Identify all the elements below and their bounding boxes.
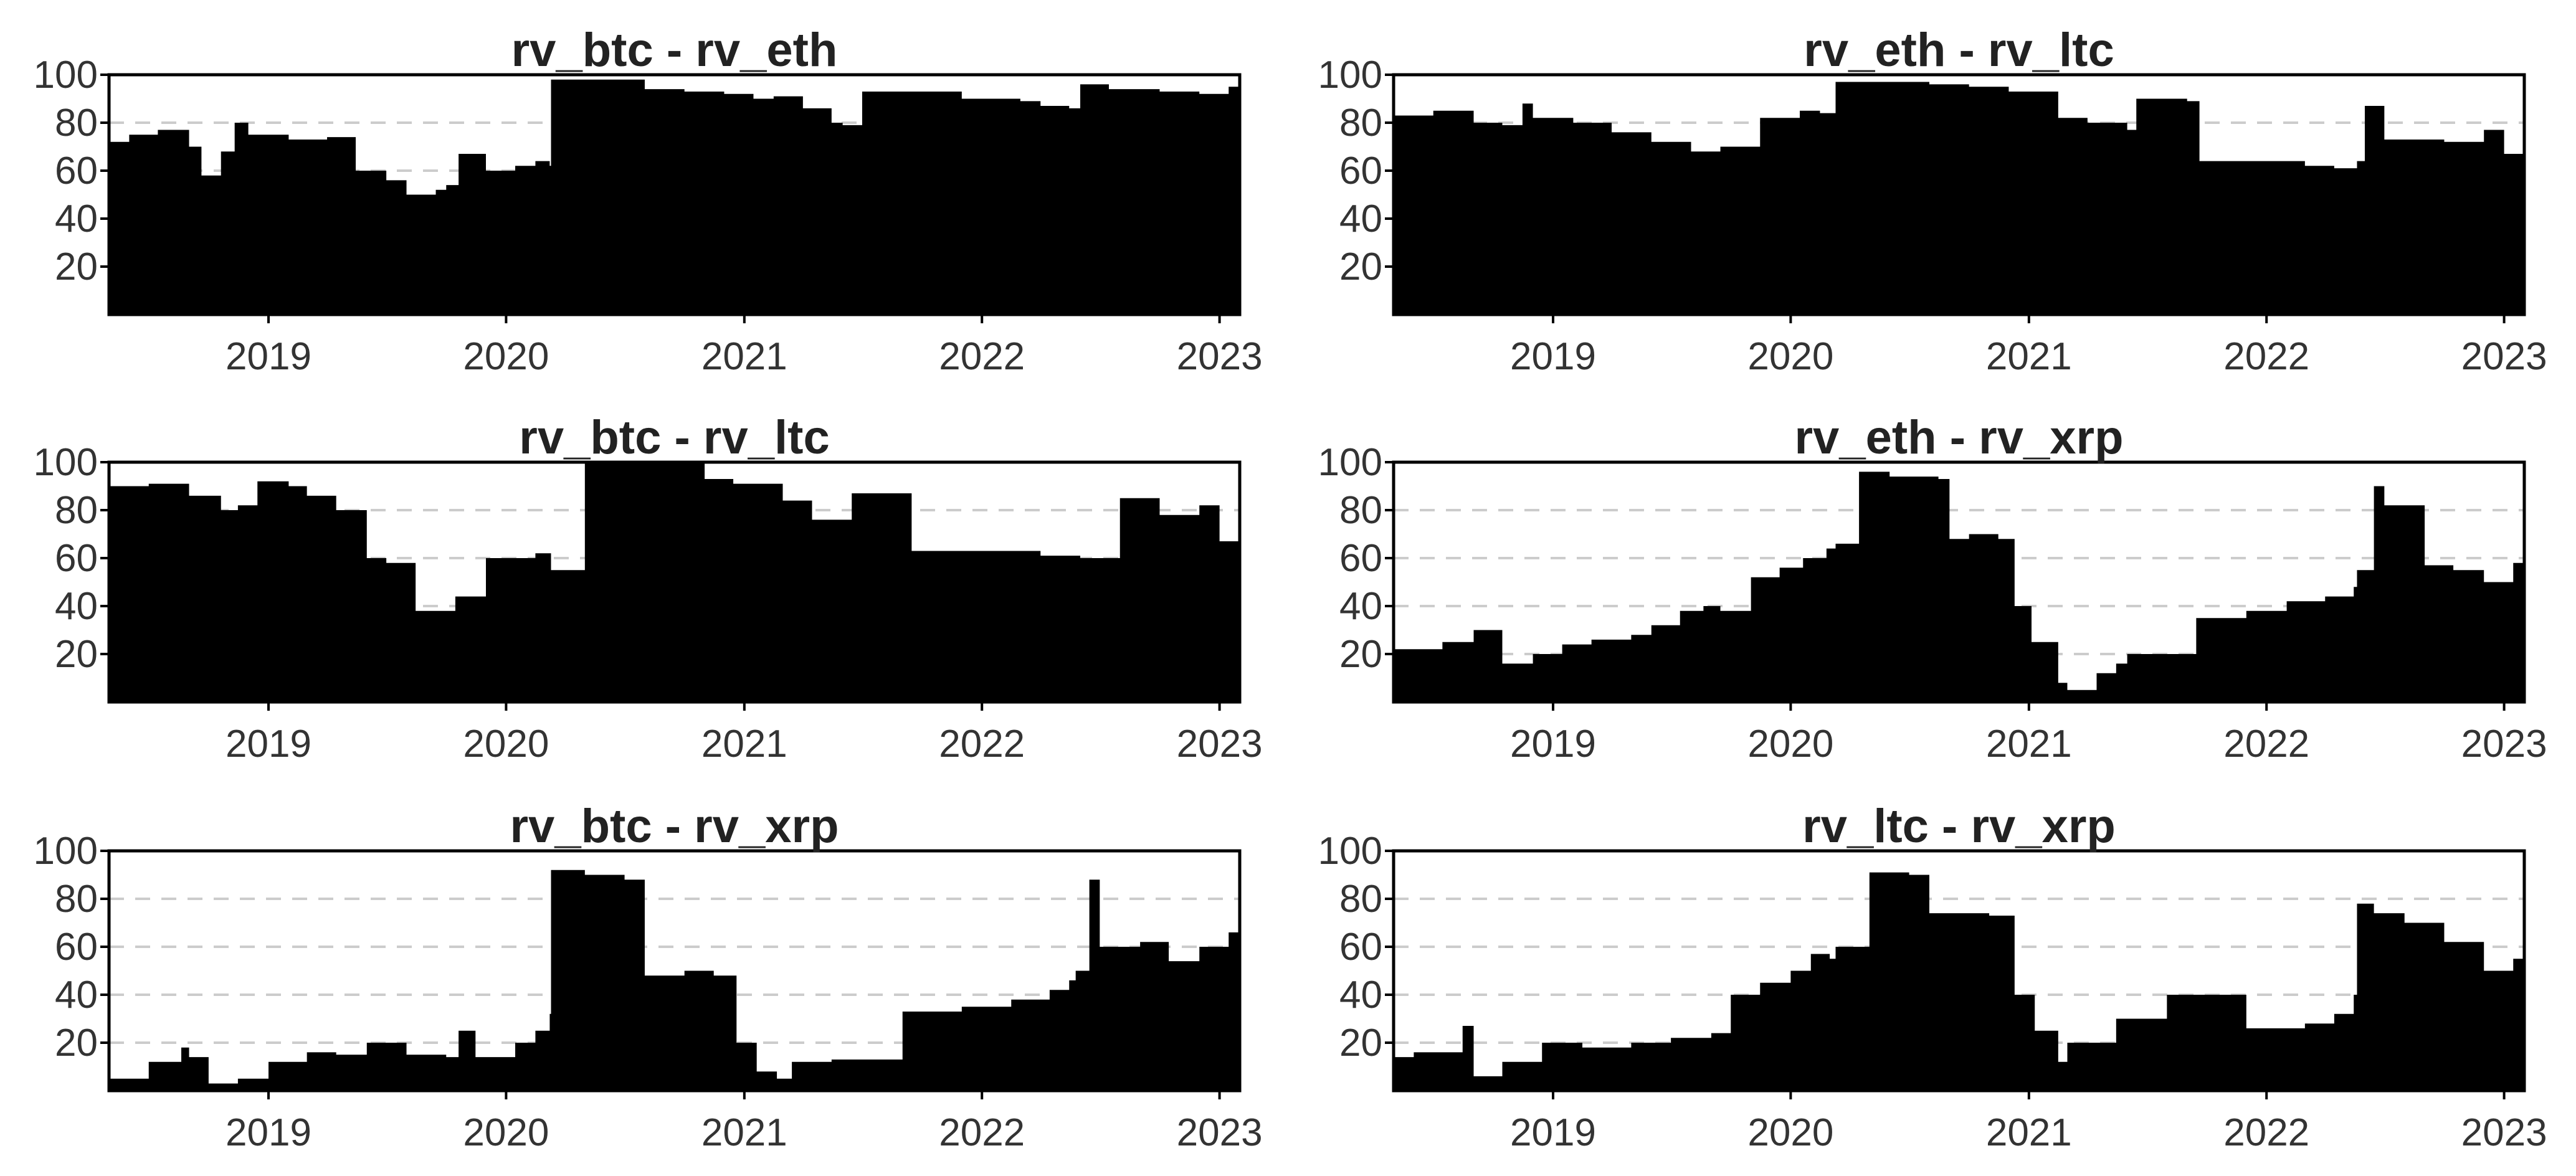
series-area [1394, 82, 2524, 315]
chart-title: rv_btc - rv_ltc [519, 411, 829, 464]
chart-title: rv_eth - rv_ltc [1804, 24, 2114, 77]
y-tick-label: 80 [1339, 878, 1382, 921]
y-tick-label: 80 [55, 489, 98, 532]
series-area [109, 79, 1240, 315]
y-tick-label: 80 [1339, 489, 1382, 532]
series-area [109, 870, 1240, 1091]
x-tick-label: 2020 [463, 335, 549, 378]
x-tick-label: 2021 [701, 1111, 787, 1154]
plot-frame [107, 849, 1242, 1093]
chart-title: rv_eth - rv_xrp [1794, 411, 2123, 464]
x-tick-label: 2023 [1177, 1111, 1263, 1154]
x-tick-label: 2020 [463, 723, 549, 766]
y-tick-label: 60 [1339, 149, 1382, 192]
y-tick-label: 40 [55, 197, 98, 240]
series-area [1394, 872, 2524, 1091]
plot-frame [1392, 460, 2526, 704]
x-tick-label: 2023 [2461, 1111, 2547, 1154]
chart-title: rv_btc - rv_xrp [510, 800, 839, 853]
x-tick-label: 2023 [2461, 723, 2547, 766]
chart-title: rv_btc - rv_eth [511, 24, 838, 77]
y-tick-label: 80 [55, 878, 98, 921]
x-tick-label: 2023 [1177, 335, 1263, 378]
y-tick-label: 20 [1339, 1022, 1382, 1065]
x-tick-label: 2022 [2223, 723, 2309, 766]
y-tick-label: 100 [34, 54, 98, 97]
y-tick-label: 60 [1339, 537, 1382, 580]
x-tick-label: 2019 [1510, 1111, 1596, 1154]
x-tick-label: 2021 [1986, 723, 2072, 766]
x-tick-label: 2019 [226, 335, 311, 378]
y-tick-label: 100 [1318, 830, 1382, 873]
chart-panel: 20 40 60 80 100 2019 2020 2021 2022 2023 rv_eth - … [1318, 411, 2547, 766]
y-tick-label: 80 [55, 102, 98, 145]
x-tick-label: 2019 [1510, 723, 1596, 766]
y-tick-label: 100 [34, 441, 98, 484]
x-tick-label: 2019 [1510, 335, 1596, 378]
x-tick-label: 2023 [1177, 723, 1263, 766]
y-tick-label: 20 [55, 1022, 98, 1065]
series-area [1394, 472, 2524, 702]
chart-panel: 20 40 60 80 100 2019 2020 2021 2022 2023 rv_btc - … [34, 411, 1263, 766]
x-tick-label: 2020 [1747, 723, 1833, 766]
x-tick-label: 2022 [939, 335, 1025, 378]
y-tick-label: 40 [1339, 197, 1382, 240]
x-tick-label: 2020 [1747, 335, 1833, 378]
plot-frame [1392, 849, 2526, 1093]
chart-panel: 20 40 60 80 100 2019 2020 2021 2022 2023 rv_ltc - … [1318, 800, 2547, 1154]
x-tick-label: 2022 [2223, 1111, 2309, 1154]
x-tick-label: 2021 [701, 723, 787, 766]
x-tick-label: 2023 [2461, 335, 2547, 378]
y-tick-label: 60 [1339, 926, 1382, 969]
y-tick-label: 80 [1339, 102, 1382, 145]
series-area [109, 462, 1240, 702]
y-tick-label: 40 [1339, 585, 1382, 628]
x-tick-label: 2022 [2223, 335, 2309, 378]
x-tick-label: 2019 [226, 723, 311, 766]
y-tick-label: 100 [1318, 441, 1382, 484]
plot-frame [107, 73, 1242, 316]
x-tick-label: 2019 [226, 1111, 311, 1154]
y-tick-label: 60 [55, 149, 98, 192]
y-tick-label: 20 [1339, 245, 1382, 288]
plot-frame [107, 460, 1242, 704]
plot-frame [1392, 73, 2526, 316]
y-tick-label: 20 [55, 245, 98, 288]
y-tick-label: 20 [1339, 633, 1382, 676]
chart-title: rv_ltc - rv_xrp [1802, 800, 2116, 853]
x-tick-label: 2020 [1747, 1111, 1833, 1154]
y-tick-label: 40 [55, 974, 98, 1017]
x-tick-label: 2021 [1986, 335, 2072, 378]
y-tick-label: 60 [55, 537, 98, 580]
y-tick-label: 40 [55, 585, 98, 628]
x-tick-label: 2021 [701, 335, 787, 378]
x-tick-label: 2022 [939, 1111, 1025, 1154]
y-tick-label: 60 [55, 926, 98, 969]
x-tick-label: 2021 [1986, 1111, 2072, 1154]
y-tick-label: 20 [55, 633, 98, 676]
x-tick-label: 2022 [939, 723, 1025, 766]
y-tick-label: 100 [34, 830, 98, 873]
y-tick-label: 100 [1318, 54, 1382, 97]
x-tick-label: 2020 [463, 1111, 549, 1154]
y-tick-label: 40 [1339, 974, 1382, 1017]
chart-panel: 20 40 60 80 100 2019 2020 2021 2022 2023 rv_btc - … [34, 800, 1263, 1154]
